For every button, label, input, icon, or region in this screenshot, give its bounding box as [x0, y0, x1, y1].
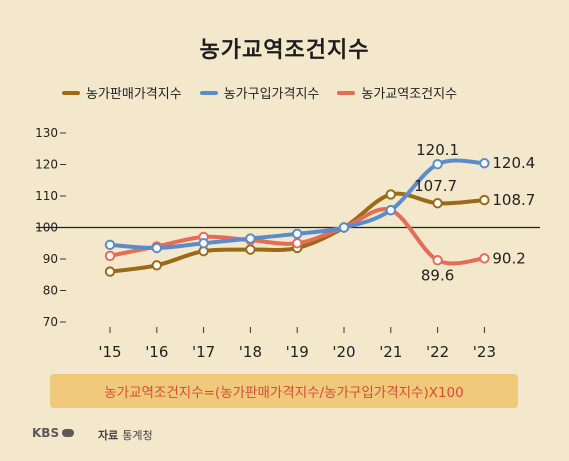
data-point [432, 198, 443, 209]
data-label: 107.7 [414, 177, 457, 195]
chart-title: 농가교역조건지수 [199, 38, 370, 63]
data-label: 89.6 [421, 266, 454, 284]
chart-legend: 농가판매가격지수 농가구입가격지수 농가교역조건지수 [62, 83, 457, 102]
x-tick-label: '18 [239, 343, 262, 361]
data-point [104, 266, 116, 277]
y-tick-label: 120 [35, 158, 58, 172]
source-label: 자료 [98, 429, 119, 442]
x-tick-label: '16 [145, 343, 168, 361]
x-tick-label: '23 [473, 343, 496, 361]
data-point [104, 239, 116, 251]
legend-item-purchase: 농가구입가격지수 [199, 83, 320, 102]
x-tick-label: '20 [332, 343, 355, 361]
y-tick-label: 90 [43, 252, 58, 266]
data-point [292, 238, 303, 249]
data-point [432, 158, 443, 170]
x-tick-label: '21 [379, 343, 402, 361]
kbs-logo: KBS [32, 426, 75, 440]
data-point [385, 204, 396, 216]
data-point [198, 238, 209, 249]
y-tick-label: 80 [43, 284, 58, 298]
legend-swatch-purchase [199, 90, 218, 95]
data-point [104, 250, 116, 262]
data-point [385, 189, 396, 200]
data-point [432, 255, 443, 266]
data-point [151, 260, 163, 271]
x-tick-label: '22 [426, 343, 449, 361]
data-point [479, 253, 490, 264]
data-point [338, 222, 350, 233]
y-tick-label: 70 [43, 315, 58, 329]
source-note: 자료 통계청 [98, 427, 153, 443]
data-point [245, 244, 256, 255]
x-tick-label: '19 [286, 343, 309, 361]
legend-item-sales: 농가판매가격지수 [62, 83, 182, 102]
data-label: 120.4 [492, 154, 535, 172]
y-tick-label: 110 [35, 189, 58, 203]
source-name: 통계청 [122, 429, 153, 442]
formula-box: 농가교역조건지수=(농가판매가격지수/농가구입가격지수)X100 [50, 374, 518, 408]
x-tick-label: '15 [98, 343, 121, 361]
data-label: 108.7 [492, 191, 535, 209]
data-label: 90.2 [492, 249, 525, 267]
kbs-logo-icon [62, 429, 75, 437]
data-label: 120.1 [416, 141, 459, 159]
formula-text: 농가교역조건지수=(농가판매가격지수/농가구입가격지수)X100 [104, 385, 464, 401]
kbs-logo-text: KBS [32, 426, 60, 440]
data-point [292, 228, 303, 240]
data-point [245, 233, 256, 244]
legend-label-purchase: 농가구입가격지수 [223, 87, 320, 102]
legend-label-sales: 농가판매가격지수 [86, 87, 182, 102]
data-point [151, 242, 163, 254]
legend-swatch-terms [337, 90, 356, 95]
legend-label-terms: 농가교역조건지수 [361, 87, 458, 102]
data-point [479, 194, 490, 206]
data-point [479, 158, 490, 169]
x-tick-label: '17 [192, 343, 215, 361]
legend-item-terms: 농가교역조건지수 [337, 83, 457, 102]
y-tick-label: 130 [35, 126, 58, 140]
legend-swatch-sales [62, 90, 80, 95]
